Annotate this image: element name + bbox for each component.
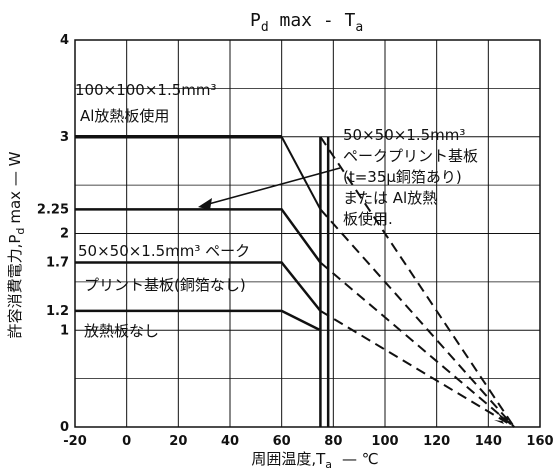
y-tick-label: 1 <box>60 323 69 338</box>
y-tick-label: 0 <box>60 420 69 435</box>
y-tick-label: 2.25 <box>37 202 69 217</box>
y-tick-labels: 0 1 1.2 1.7 2 2.25 3 4 <box>37 33 69 435</box>
svg-text:50×50×1.5mm³ ペーク: 50×50×1.5mm³ ペーク <box>78 242 250 260</box>
y-tick-label: 4 <box>60 33 69 48</box>
svg-text:または Al放熱: または Al放熱 <box>343 189 437 207</box>
title-mid: max - T <box>269 10 356 31</box>
x-tick-label: 100 <box>371 434 398 449</box>
annotation-pcb-nocopper-line1: 50×50×1.5mm³ ペーク <box>78 242 250 260</box>
ylabel-main: 許容消費電力,P <box>6 235 24 339</box>
svg-text:50×50×1.5mm³: 50×50×1.5mm³ <box>343 126 465 144</box>
svg-text:板使用.: 板使用. <box>343 210 393 228</box>
series-continuation <box>280 136 322 210</box>
arrow-derating-end <box>494 413 510 424</box>
title-sub-a: a <box>355 20 363 35</box>
series-line <box>75 208 322 264</box>
ylabel-sub: d <box>14 228 27 235</box>
title-main: P <box>250 10 261 31</box>
x-tick-label: 160 <box>526 434 553 449</box>
xlabel-unit: — ℃ <box>342 450 379 468</box>
svg-text:Al放熱板使用: Al放熱板使用 <box>80 107 169 125</box>
xlabel-sub: a <box>325 458 332 470</box>
annotation-al-100: 100×100×1.5mm³ Al放熱板使用 <box>75 81 217 125</box>
svg-text:プリント基板(銅箔なし): プリント基板(銅箔なし) <box>84 276 246 294</box>
title-sub-d: d <box>261 20 269 35</box>
x-axis-label: 周囲温度,Ta — ℃ <box>251 450 378 470</box>
derating-dashed-line <box>319 208 515 428</box>
x-tick-label: 80 <box>324 434 342 449</box>
derating-dashed-line <box>319 261 515 428</box>
annotation-pcb-copper-line4: または Al放熱 <box>343 189 437 207</box>
ylabel-unit: max — W <box>6 151 24 223</box>
annotation-al-100-line1: 100×100×1.5mm³ <box>75 81 217 99</box>
series-line <box>75 309 321 332</box>
derating-dashed-line <box>319 136 515 428</box>
x-tick-label: -20 <box>63 434 87 449</box>
x-tick-label: 120 <box>423 434 450 449</box>
svg-text:(t=35μ銅箔あり): (t=35μ銅箔あり) <box>343 168 462 186</box>
annotation-pcb-nocopper: 50×50×1.5mm³ ペーク プリント基板(銅箔なし) <box>78 242 250 294</box>
annotation-no-heatsink: 放熱板なし <box>84 322 159 340</box>
annotation-pcb-copper: 50×50×1.5mm³ ペークプリント基板 (t=35μ銅箔あり) または A… <box>343 126 478 228</box>
grid <box>74 39 541 428</box>
x-tick-label: 0 <box>122 434 131 449</box>
y-tick-label: 1.2 <box>46 304 69 319</box>
chart-title: Pd max - Ta <box>250 10 363 35</box>
svg-text:許容消費電力,Pdmax — W: 許容消費電力,Pd max — W <box>6 151 27 338</box>
annotation-pcb-copper-line2: ペークプリント基板 <box>343 147 478 165</box>
x-tick-label: 140 <box>475 434 502 449</box>
x-tick-label: 20 <box>169 434 187 449</box>
annotation-al-100-line2: Al放熱板使用 <box>80 107 169 125</box>
y-tick-label: 2 <box>60 227 69 242</box>
y-tick-label: 1.7 <box>46 256 69 271</box>
plot-lines <box>75 135 515 428</box>
x-tick-label: 40 <box>221 434 239 449</box>
annotation-pcb-nocopper-line2: プリント基板(銅箔なし) <box>84 276 246 294</box>
xlabel-main: 周囲温度,T <box>251 450 326 468</box>
annotation-pcb-copper-line5: 板使用. <box>343 210 393 228</box>
annotation-no-heatsink-line1: 放熱板なし <box>84 322 159 340</box>
series-line <box>75 261 322 312</box>
annotation-pcb-copper-line1: 50×50×1.5mm³ <box>343 126 465 144</box>
derating-dashed-line <box>319 310 515 428</box>
annotation-pcb-copper-line3: (t=35μ銅箔あり) <box>343 168 462 186</box>
svg-text:ペークプリント基板: ペークプリント基板 <box>343 147 478 165</box>
x-tick-labels: -20 0 20 40 60 80 100 120 140 160 <box>63 434 553 449</box>
svg-text:放熱板なし: 放熱板なし <box>84 322 159 340</box>
y-tick-label: 3 <box>60 130 69 145</box>
svg-text:100×100×1.5mm³: 100×100×1.5mm³ <box>75 81 217 99</box>
arrow-pcb-copper <box>198 167 341 210</box>
x-tick-label: 60 <box>273 434 291 449</box>
y-axis-label: 許容消費電力,Pd max — W <box>6 151 27 338</box>
